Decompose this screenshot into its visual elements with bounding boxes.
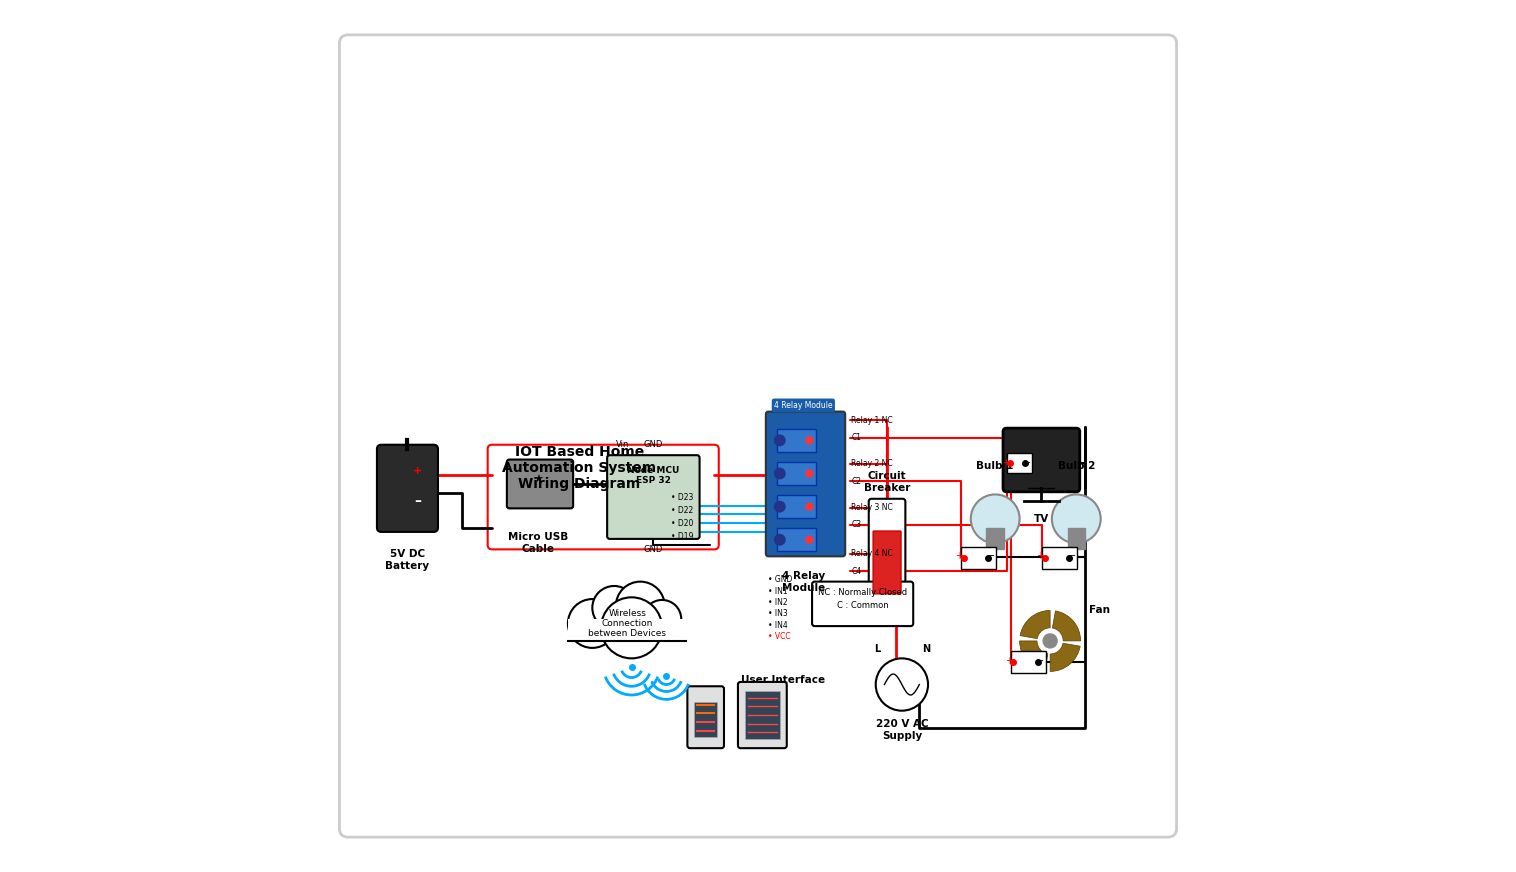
Text: Bulb 1: Bulb 1 <box>976 461 1014 471</box>
Circle shape <box>1043 634 1057 648</box>
Text: GND: GND <box>644 545 662 554</box>
FancyBboxPatch shape <box>869 499 905 617</box>
Text: • GND: • GND <box>769 576 793 584</box>
Text: Micro USB
Cable: Micro USB Cable <box>508 532 568 554</box>
Circle shape <box>1052 494 1101 543</box>
FancyBboxPatch shape <box>377 445 438 532</box>
Text: −: − <box>987 551 994 562</box>
Bar <box>987 528 1004 549</box>
Circle shape <box>593 586 635 630</box>
Bar <box>744 691 779 739</box>
FancyBboxPatch shape <box>606 455 699 539</box>
Text: Fan: Fan <box>1090 605 1110 616</box>
Text: +: + <box>414 466 423 476</box>
Text: • D19: • D19 <box>670 532 693 541</box>
Text: +: + <box>1037 551 1045 562</box>
Text: −: − <box>1023 458 1029 467</box>
Text: +: + <box>955 551 964 562</box>
Text: C1: C1 <box>852 433 861 442</box>
Wedge shape <box>1020 641 1048 671</box>
Text: User Interface: User Interface <box>740 675 825 685</box>
Text: ★: ★ <box>534 474 543 485</box>
Bar <box>778 462 817 485</box>
Text: Relay 2 NC: Relay 2 NC <box>852 460 893 468</box>
FancyBboxPatch shape <box>506 460 573 508</box>
Bar <box>1008 453 1032 473</box>
Bar <box>1011 651 1046 673</box>
Text: L: L <box>875 644 881 654</box>
Text: 220 V AC
Supply: 220 V AC Supply <box>876 719 928 741</box>
Text: GND: GND <box>644 440 662 449</box>
Text: Relay 4 NC: Relay 4 NC <box>852 549 893 558</box>
Bar <box>778 429 817 452</box>
Text: • IN4: • IN4 <box>769 621 788 630</box>
Text: IOT Based Home
Automation System
Wiring Diagram: IOT Based Home Automation System Wiring … <box>502 445 656 491</box>
Text: Relay 3 NC: Relay 3 NC <box>852 503 893 512</box>
Text: –: – <box>414 494 421 508</box>
FancyBboxPatch shape <box>873 531 901 594</box>
FancyBboxPatch shape <box>687 686 725 748</box>
Text: Bulb 2: Bulb 2 <box>1058 461 1095 471</box>
Text: −: − <box>1067 551 1076 562</box>
Bar <box>1067 528 1085 549</box>
Text: Wireless
Connection
between Devices: Wireless Connection between Devices <box>588 609 666 638</box>
Text: C4: C4 <box>852 567 861 576</box>
Circle shape <box>643 600 681 638</box>
Text: 4 Relay
Module: 4 Relay Module <box>782 571 825 593</box>
Circle shape <box>807 536 813 543</box>
Circle shape <box>775 535 785 545</box>
Text: NC : Normally Closed: NC : Normally Closed <box>819 589 907 597</box>
Circle shape <box>876 658 928 711</box>
Text: N: N <box>922 644 931 654</box>
Circle shape <box>807 437 813 444</box>
Wedge shape <box>1052 611 1081 641</box>
Text: C3: C3 <box>852 521 861 529</box>
Text: C : Common: C : Common <box>837 601 888 610</box>
Text: • D22: • D22 <box>670 506 693 514</box>
Circle shape <box>970 494 1020 543</box>
Circle shape <box>615 582 664 630</box>
Text: Circuit
Breaker: Circuit Breaker <box>864 471 910 493</box>
Circle shape <box>775 501 785 512</box>
Circle shape <box>807 470 813 477</box>
Text: • VCC: • VCC <box>769 632 791 641</box>
Bar <box>568 619 687 641</box>
Circle shape <box>775 435 785 446</box>
Bar <box>961 547 996 569</box>
Text: Node MCU
ESP 32: Node MCU ESP 32 <box>628 466 679 485</box>
Wedge shape <box>1020 610 1051 638</box>
Bar <box>1043 547 1078 569</box>
Text: −: − <box>1037 656 1045 666</box>
FancyBboxPatch shape <box>813 582 913 626</box>
Text: 5V DC
Battery: 5V DC Battery <box>385 549 429 571</box>
Text: • D23: • D23 <box>670 493 693 501</box>
Wedge shape <box>1051 644 1081 671</box>
Text: Vin: Vin <box>615 440 629 449</box>
Circle shape <box>568 599 617 648</box>
Text: +: + <box>1002 458 1010 467</box>
Text: 4 Relay Module: 4 Relay Module <box>775 401 832 410</box>
FancyBboxPatch shape <box>1004 428 1079 492</box>
Bar <box>778 528 817 551</box>
Text: C2: C2 <box>852 477 861 486</box>
Text: • IN3: • IN3 <box>769 610 788 618</box>
FancyBboxPatch shape <box>340 35 1176 837</box>
FancyBboxPatch shape <box>738 682 787 748</box>
Circle shape <box>600 597 662 658</box>
Circle shape <box>807 503 813 510</box>
Text: • IN2: • IN2 <box>769 598 788 607</box>
Circle shape <box>775 468 785 479</box>
Text: Relay 1 NC: Relay 1 NC <box>852 416 893 425</box>
Bar <box>694 702 717 737</box>
Bar <box>778 495 817 518</box>
FancyBboxPatch shape <box>766 412 846 556</box>
Text: • IN1: • IN1 <box>769 587 788 596</box>
Text: TV: TV <box>1034 514 1049 524</box>
Text: +: + <box>1005 656 1013 666</box>
Text: • D20: • D20 <box>670 519 693 528</box>
